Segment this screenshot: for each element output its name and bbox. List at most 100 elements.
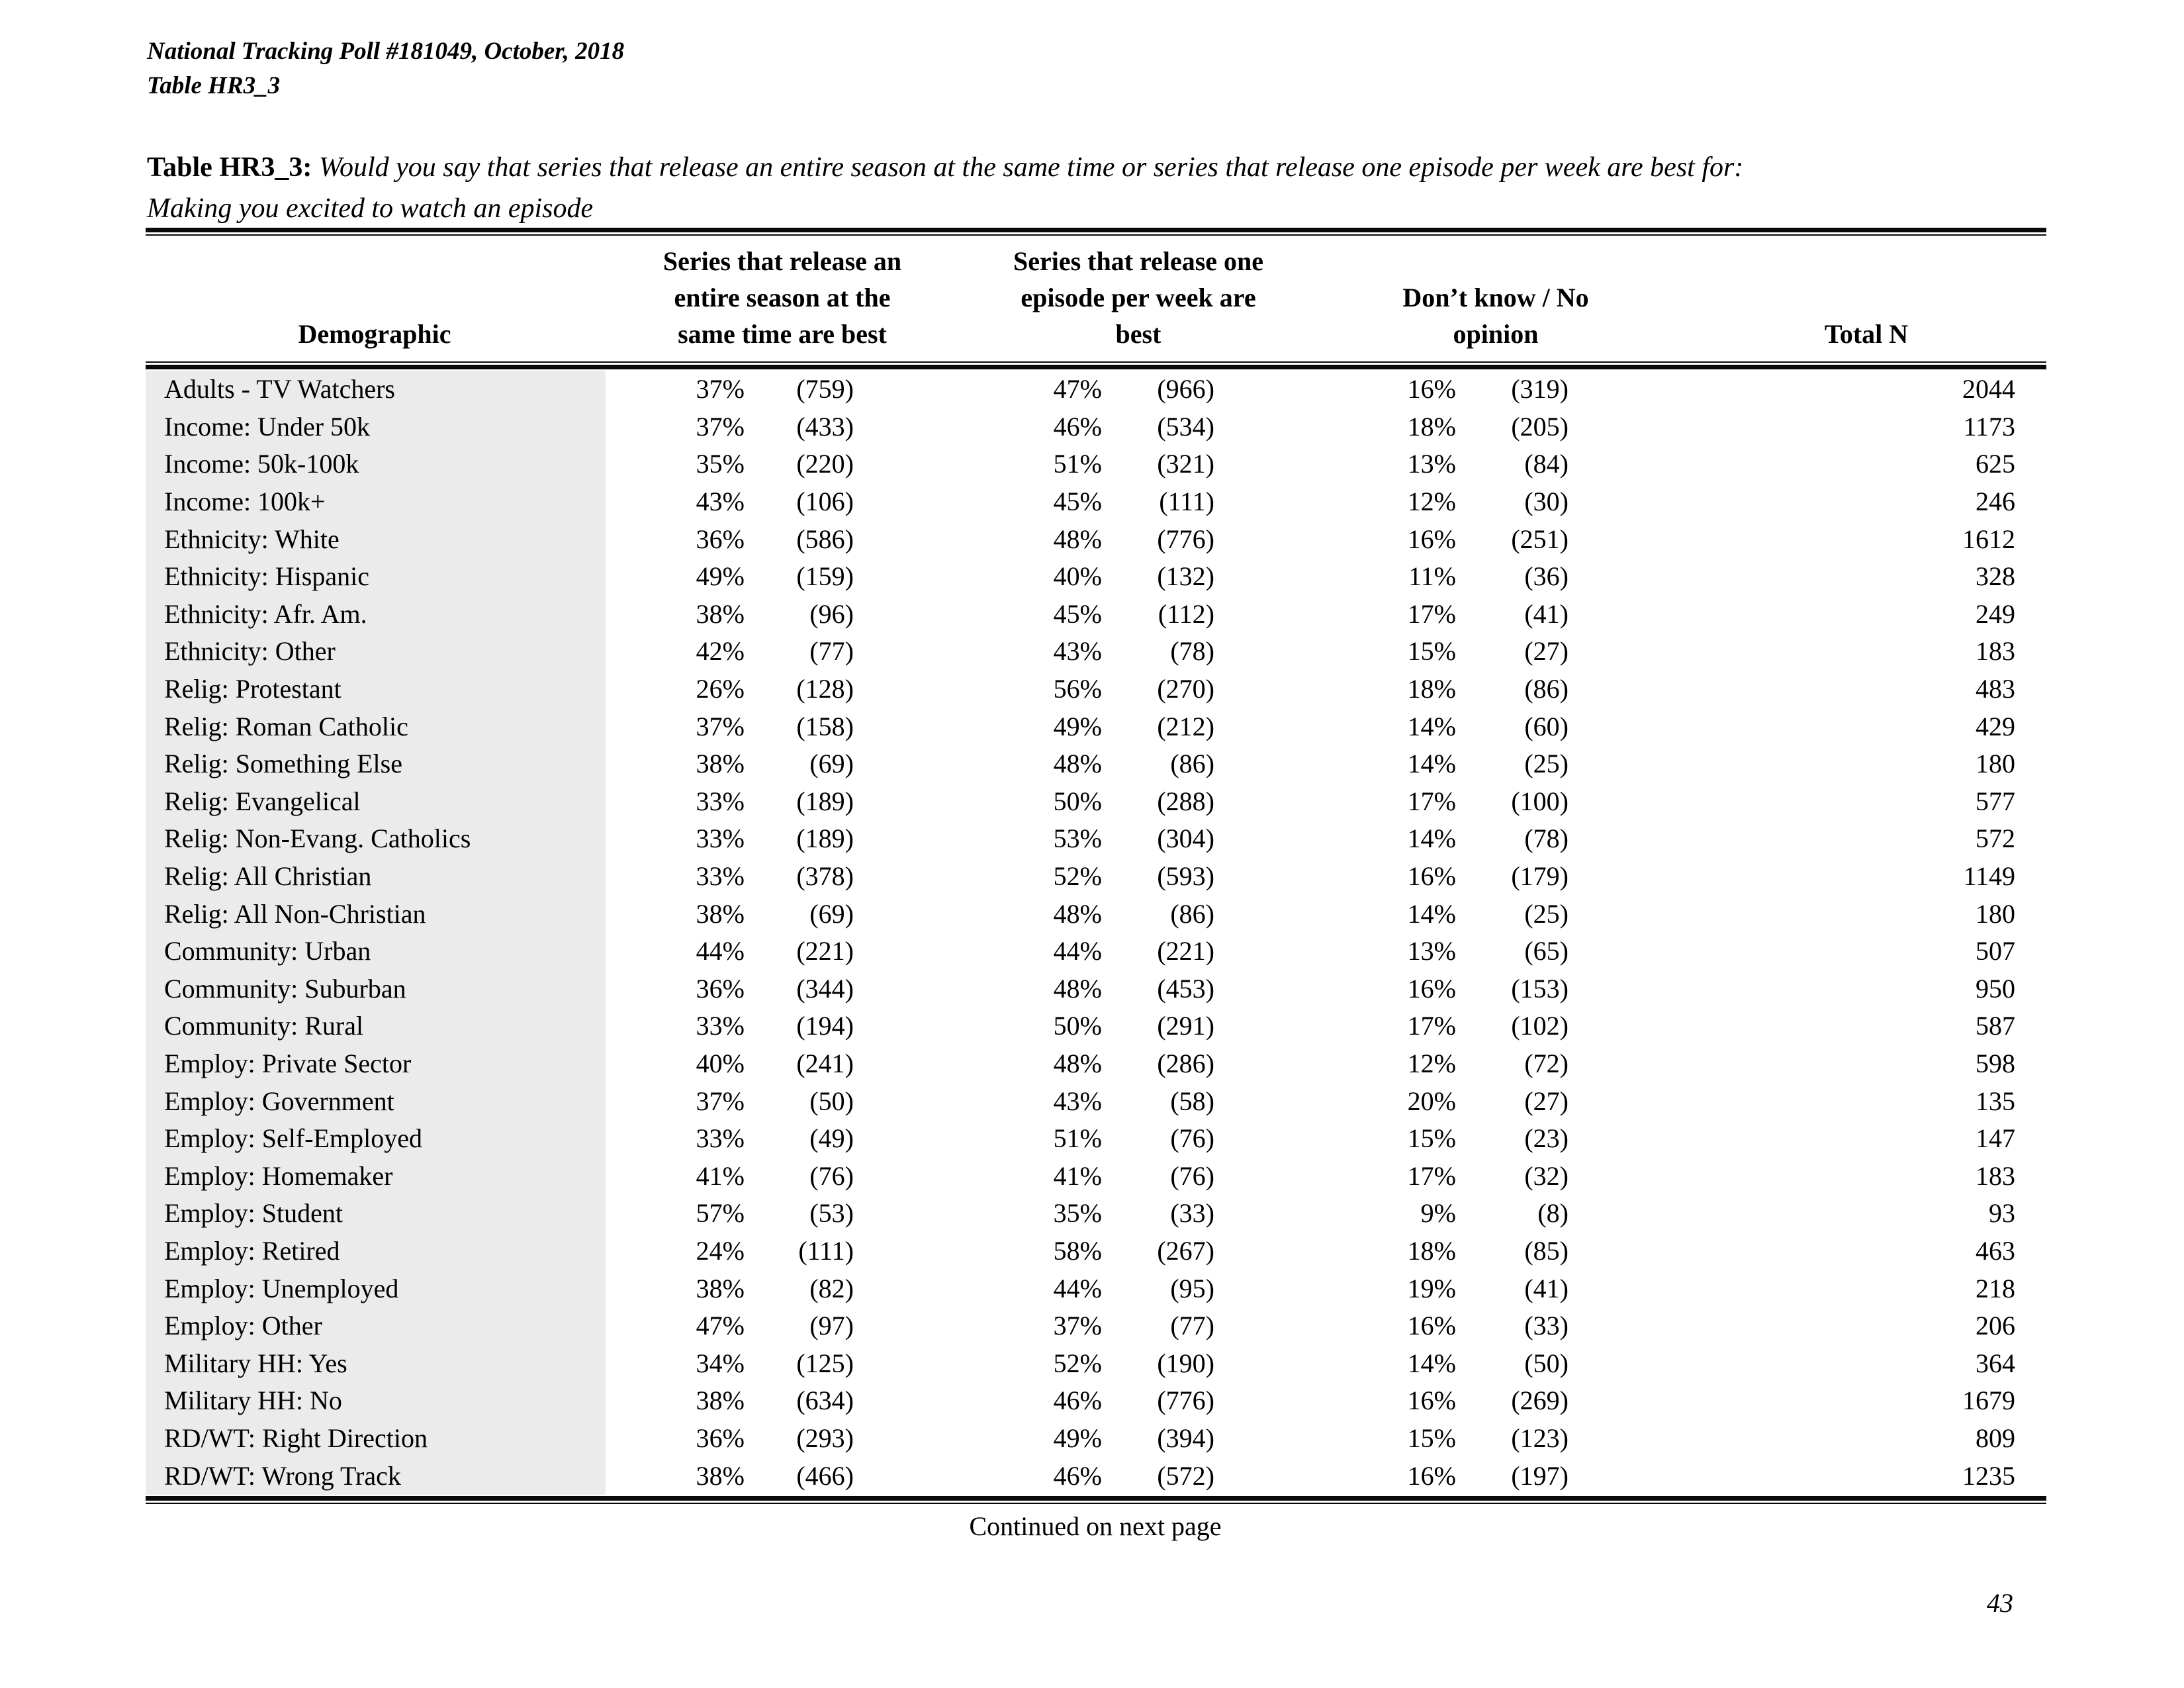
- row-label: Employ: Other: [146, 1307, 606, 1345]
- season-n: (106): [796, 487, 854, 517]
- total-n: 625: [1976, 449, 2015, 479]
- weekly-pct: 48%: [1053, 973, 1102, 1004]
- row-label: Adults - TV Watchers: [146, 371, 606, 408]
- table-row: Relig: Non-Evang. Catholics 33% (189) 53% (3…: [146, 820, 2045, 858]
- dontknow-pct: 13%: [1407, 936, 1456, 966]
- weekly-n: (288): [1157, 786, 1214, 816]
- dontknow-pct: 14%: [1407, 823, 1456, 854]
- weekly-pct: 43%: [1053, 636, 1102, 667]
- table-row: Community: Suburban 36% (344) 48% (453) 16% (1…: [146, 970, 2045, 1008]
- season-n: (378): [796, 861, 854, 892]
- total-n: 249: [1976, 598, 2015, 629]
- row-label: Employ: Homemaker: [146, 1157, 606, 1196]
- total-n: 1235: [1962, 1460, 2015, 1491]
- table-row: Employ: Self-Employed 33% (49) 51% (76) 15% (2…: [146, 1119, 2045, 1158]
- table-row: Employ: Retired 24% (111) 58% (267) 18% (85) 46…: [146, 1232, 2045, 1270]
- table-row: Community: Rural 33% (194) 50% (291) 17% (102)…: [146, 1008, 2045, 1045]
- weekly-n: (86): [1170, 749, 1214, 779]
- weekly-pct: 46%: [1053, 1385, 1102, 1416]
- weekly-pct: 48%: [1053, 1048, 1102, 1078]
- table-row: RD/WT: Wrong Track 38% (466) 46% (572) 16% (19…: [146, 1457, 2045, 1495]
- dontknow-n: (50): [1524, 1348, 1569, 1378]
- weekly-pct: 52%: [1053, 1348, 1102, 1378]
- season-pct: 47%: [696, 1311, 745, 1341]
- dontknow-pct: 20%: [1407, 1086, 1456, 1116]
- season-pct: 43%: [696, 487, 745, 517]
- row-label: Military HH: No: [146, 1382, 606, 1420]
- weekly-n: (86): [1170, 898, 1214, 929]
- weekly-pct: 44%: [1053, 936, 1102, 966]
- total-n: 135: [1976, 1086, 2015, 1116]
- season-n: (49): [809, 1123, 854, 1154]
- season-n: (759): [796, 374, 854, 404]
- table-row: Income: 100k+ 43% (106) 45% (111) 12% (30) 246: [146, 483, 2045, 521]
- dontknow-n: (123): [1511, 1423, 1569, 1453]
- season-pct: 36%: [696, 973, 745, 1004]
- season-pct: 26%: [696, 674, 745, 704]
- table-title-prefix: Table HR3_3:: [147, 152, 312, 183]
- weekly-pct: 51%: [1053, 1123, 1102, 1154]
- weekly-n: (286): [1157, 1048, 1214, 1078]
- total-n: 950: [1976, 973, 2015, 1004]
- table-row: Relig: Evangelical 33% (189) 50% (288) 17% (10…: [146, 782, 2045, 821]
- continued-note: Continued on next page: [969, 1511, 1222, 1541]
- weekly-pct: 49%: [1053, 711, 1102, 741]
- weekly-n: (776): [1157, 1385, 1214, 1416]
- weekly-pct: 50%: [1053, 1011, 1102, 1041]
- dontknow-n: (32): [1524, 1160, 1569, 1191]
- weekly-n: (267): [1157, 1235, 1214, 1266]
- dontknow-pct: 14%: [1407, 711, 1456, 741]
- season-pct: 33%: [696, 861, 745, 892]
- total-n: 1679: [1962, 1385, 2015, 1416]
- season-n: (194): [796, 1011, 854, 1041]
- weekly-pct: 45%: [1053, 598, 1102, 629]
- table-title-line2: Making you excited to watch an episode: [147, 193, 594, 224]
- header-rule: [146, 361, 2046, 369]
- season-pct: 57%: [696, 1198, 745, 1229]
- total-n: 328: [1976, 561, 2015, 592]
- row-label: Relig: Something Else: [146, 745, 606, 783]
- weekly-pct: 47%: [1053, 374, 1102, 404]
- total-n: 1149: [1963, 861, 2015, 892]
- table-header: Demographic Series that release an entir…: [146, 233, 2045, 359]
- row-label: Employ: Retired: [146, 1232, 606, 1270]
- total-n: 180: [1976, 898, 2015, 929]
- dontknow-n: (30): [1524, 487, 1569, 517]
- table-row: Relig: Something Else 38% (69) 48% (86) 14% (2…: [146, 745, 2045, 783]
- table-row: Ethnicity: Other 42% (77) 43% (78) 15% (27) 183: [146, 633, 2045, 671]
- season-n: (111): [798, 1235, 854, 1266]
- dontknow-n: (27): [1524, 636, 1569, 667]
- weekly-n: (534): [1157, 411, 1214, 442]
- row-label: Relig: All Non-Christian: [146, 895, 606, 933]
- season-n: (189): [796, 786, 854, 816]
- table-row: Employ: Student 57% (53) 35% (33) 9% (8) 93: [146, 1195, 2045, 1233]
- dontknow-pct: 16%: [1407, 861, 1456, 892]
- dontknow-pct: 9%: [1420, 1198, 1456, 1229]
- row-label: Relig: All Christian: [146, 857, 606, 896]
- total-n: 809: [1976, 1423, 2015, 1453]
- season-pct: 37%: [696, 711, 745, 741]
- total-n: 147: [1976, 1123, 2015, 1154]
- season-n: (159): [796, 561, 854, 592]
- col-header-total-n: Total N: [1824, 319, 1909, 349]
- season-pct: 35%: [696, 449, 745, 479]
- season-pct: 38%: [696, 749, 745, 779]
- dontknow-n: (33): [1524, 1311, 1569, 1341]
- weekly-n: (112): [1158, 598, 1214, 629]
- season-pct: 37%: [696, 411, 745, 442]
- season-pct: 38%: [696, 598, 745, 629]
- row-label: Ethnicity: Other: [146, 633, 606, 671]
- season-n: (97): [809, 1311, 854, 1341]
- season-pct: 34%: [696, 1348, 745, 1378]
- row-label: Income: Under 50k: [146, 408, 606, 446]
- col-header-one-episode-per-week: Series that release one episode per week…: [1013, 246, 1264, 349]
- dontknow-n: (100): [1511, 786, 1569, 816]
- dontknow-n: (153): [1511, 973, 1569, 1004]
- dontknow-n: (319): [1511, 374, 1569, 404]
- row-label: Ethnicity: White: [146, 520, 606, 558]
- weekly-pct: 40%: [1053, 561, 1102, 592]
- total-n: 246: [1976, 487, 2015, 517]
- season-n: (76): [809, 1160, 854, 1191]
- weekly-pct: 53%: [1053, 823, 1102, 854]
- row-label: Military HH: Yes: [146, 1344, 606, 1383]
